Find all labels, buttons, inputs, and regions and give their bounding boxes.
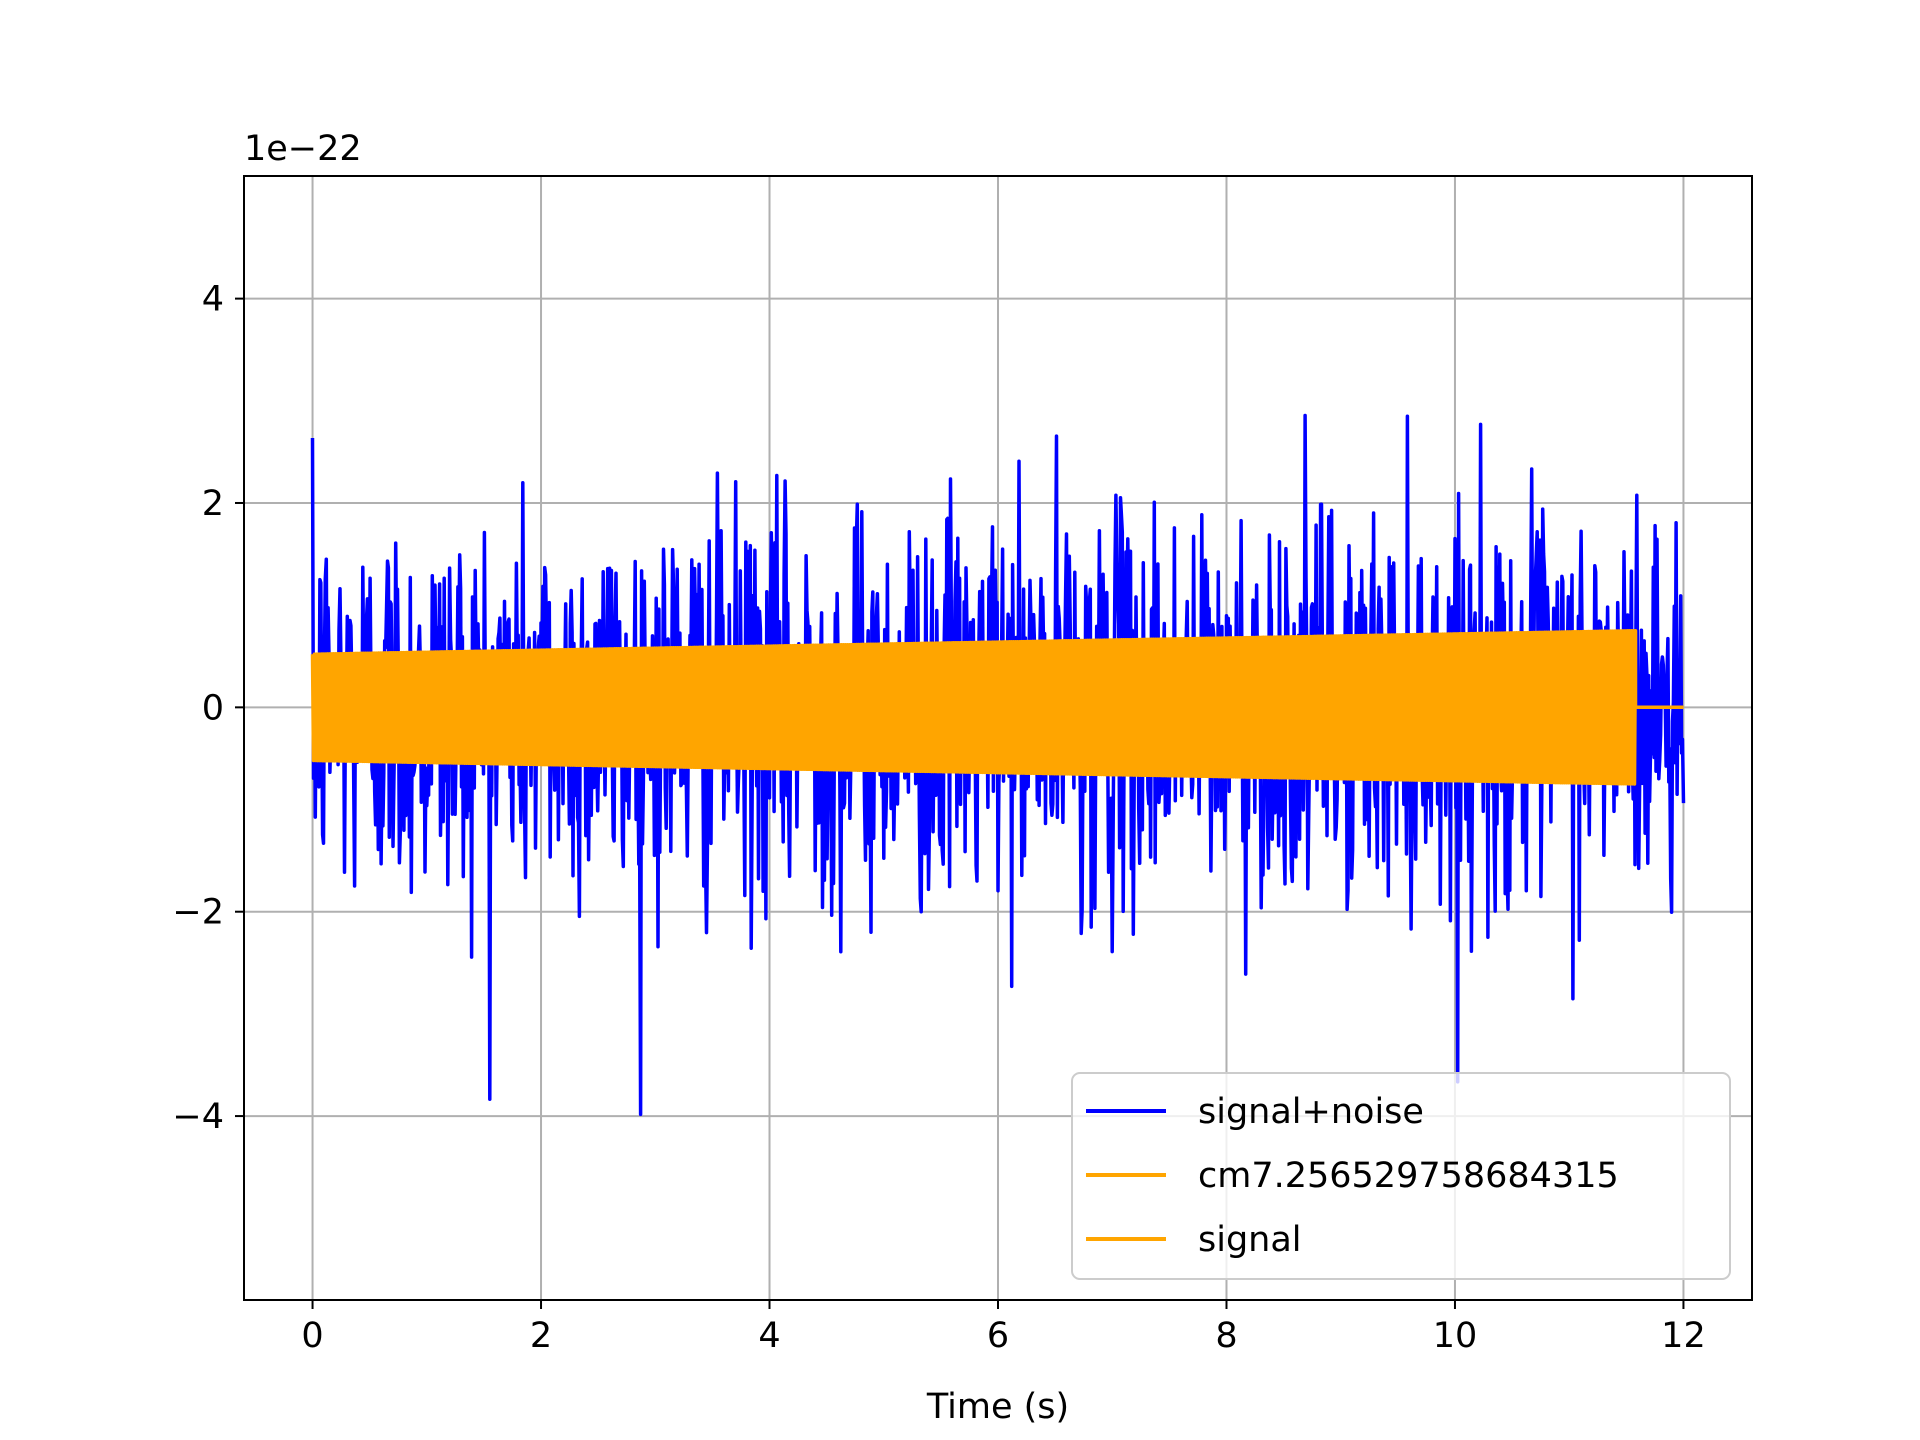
y-tick-label: 0 — [202, 688, 224, 728]
plot-area — [310, 413, 1686, 1117]
y-offset-label: 1e−22 — [244, 129, 362, 169]
x-tick-label: 12 — [1661, 1316, 1706, 1356]
y-axis: −4 −2 0 2 4 — [172, 280, 244, 1137]
y-tick-label: −2 — [172, 893, 224, 933]
legend: signal+noise cm7.256529758684315 signal — [1071, 1072, 1731, 1280]
series-signal-noise-line — [310, 413, 1686, 1117]
legend-entry-label: signal — [1198, 1220, 1302, 1260]
y-tick-label: 2 — [202, 484, 224, 524]
legend-box — [1071, 1072, 1731, 1280]
x-tick-label: 6 — [987, 1316, 1009, 1356]
y-tick-label: 4 — [202, 280, 224, 320]
x-tick-label: 10 — [1433, 1316, 1478, 1356]
x-tick-label: 2 — [530, 1316, 552, 1356]
y-tick-label: −4 — [172, 1097, 224, 1137]
x-tick-label: 4 — [758, 1316, 780, 1356]
x-tick-label: 8 — [1215, 1316, 1237, 1356]
series-cm-line — [310, 628, 1684, 786]
legend-entry-label: signal+noise — [1198, 1092, 1424, 1132]
x-axis-label: Time (s) — [926, 1387, 1069, 1427]
x-axis: 0 2 4 6 8 10 12 — [301, 1300, 1706, 1356]
x-tick-label: 0 — [301, 1316, 323, 1356]
legend-entry-label: cm7.256529758684315 — [1198, 1156, 1619, 1196]
